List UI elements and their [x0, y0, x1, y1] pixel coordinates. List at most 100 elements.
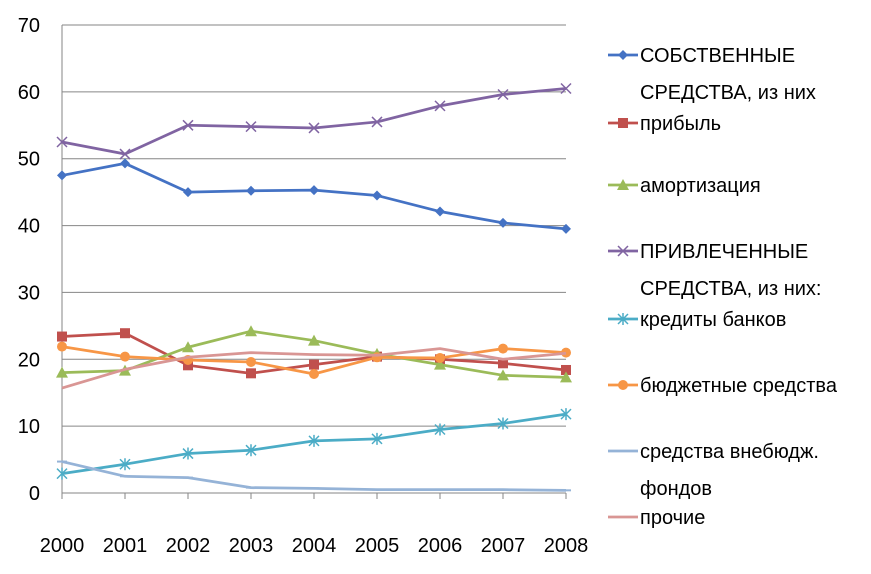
series-0 — [57, 158, 571, 234]
legend-marker — [618, 380, 628, 390]
y-tick-label: 10 — [18, 416, 40, 438]
legend-label: амортизация — [640, 175, 761, 197]
data-point — [119, 148, 131, 160]
data-point — [57, 331, 67, 342]
data-point — [56, 366, 68, 378]
y-tick-label: 40 — [18, 216, 40, 238]
data-point — [120, 158, 130, 169]
data-point — [308, 122, 320, 134]
y-tick-label: 30 — [18, 282, 40, 304]
data-point — [372, 190, 382, 201]
series-5 — [57, 341, 571, 379]
legend-label: прибыль — [640, 113, 721, 135]
data-point — [309, 359, 319, 370]
data-point — [119, 458, 131, 471]
data-point — [182, 341, 194, 353]
legend-label: фондов — [640, 478, 712, 500]
legend-label: ПРИВЛЕЧЕННЫЕ — [640, 241, 808, 263]
legend-marker — [617, 245, 629, 257]
data-point — [182, 447, 194, 460]
x-tick-label: 2001 — [103, 535, 148, 557]
series-7 — [61, 347, 567, 390]
legend-marker — [618, 50, 628, 60]
data-point — [434, 358, 446, 370]
legend-label: прочие — [640, 507, 705, 529]
data-point — [371, 432, 383, 445]
data-point — [245, 325, 257, 337]
data-point — [246, 356, 256, 367]
data-point — [371, 116, 383, 128]
x-tick-label: 2002 — [166, 535, 211, 557]
legend-item-3: ПРИВЛЕЧЕННЫЕ СРЕДСТВА, из них: — [608, 241, 821, 300]
data-point — [560, 82, 572, 95]
data-point — [561, 347, 571, 358]
legend-item-5: бюджетные средства — [608, 375, 838, 397]
data-point — [498, 217, 508, 228]
x-tick-label: 2000 — [40, 535, 85, 557]
data-point — [56, 467, 68, 480]
data-point — [308, 334, 320, 346]
legend-marker — [617, 313, 629, 325]
legend-item-2: амортизация — [608, 175, 761, 197]
data-point — [561, 223, 571, 234]
series-lines — [56, 82, 572, 492]
y-axis: 0 10 20 30 40 50 60 70 — [18, 15, 63, 505]
data-point — [498, 358, 508, 369]
data-point — [57, 341, 67, 352]
y-tick-label: 60 — [18, 82, 40, 104]
y-tick-label: 70 — [18, 15, 40, 37]
x-tick-label: 2005 — [355, 535, 400, 557]
data-point — [561, 364, 571, 375]
legend-label: СРЕДСТВА, из них — [640, 82, 816, 104]
data-point — [435, 206, 445, 217]
x-tick-label: 2003 — [229, 535, 274, 557]
legend: СОБСТВЕННЫЕ СРЕДСТВА, из них прибыль аморти… — [608, 45, 838, 529]
y-tick-label: 0 — [29, 483, 40, 505]
legend-marker — [618, 118, 628, 128]
data-point — [56, 136, 68, 148]
data-point — [498, 343, 508, 354]
data-point — [245, 444, 257, 457]
series-4 — [56, 408, 572, 480]
legend-item-1: прибыль — [608, 113, 721, 135]
series-line — [61, 162, 567, 231]
legend-item-6: средства внебюдж. фондов — [608, 441, 819, 500]
legend-item-7: прочие — [608, 507, 705, 529]
data-point — [246, 368, 256, 379]
legend-label: СОБСТВЕННЫЕ — [640, 45, 795, 67]
data-point — [120, 351, 130, 362]
data-point — [309, 368, 319, 379]
data-point — [308, 434, 320, 447]
data-point — [245, 121, 257, 133]
data-point — [182, 119, 194, 131]
gridlines — [62, 24, 566, 427]
x-tick-label: 2004 — [292, 535, 337, 557]
data-point — [183, 187, 193, 198]
legend-item-4: кредиты банков — [608, 309, 786, 331]
data-point — [246, 185, 256, 196]
x-tick-label: 2006 — [418, 535, 463, 557]
data-point — [497, 89, 509, 101]
data-point — [434, 423, 446, 436]
legend-label: кредиты банков — [640, 309, 786, 331]
series-6 — [57, 460, 571, 492]
data-point — [560, 408, 572, 421]
legend-item-0: СОБСТВЕННЫЕ СРЕДСТВА, из них — [608, 45, 816, 104]
data-point — [497, 369, 509, 381]
y-tick-label: 50 — [18, 149, 40, 171]
series-3 — [56, 82, 572, 160]
data-point — [434, 100, 446, 112]
data-point — [183, 360, 193, 371]
data-point — [120, 328, 130, 339]
series-line — [61, 460, 567, 492]
x-tick-label: 2007 — [481, 535, 526, 557]
x-axis: 2000 2001 2002 2003 2004 2005 2006 2007 2008 — [40, 492, 589, 557]
series-line — [61, 87, 567, 156]
legend-marker — [617, 179, 629, 190]
data-point — [560, 371, 572, 383]
data-point — [435, 352, 445, 363]
data-point — [309, 185, 319, 196]
x-tick-label: 2008 — [544, 535, 589, 557]
legend-label: бюджетные средства — [640, 375, 838, 397]
